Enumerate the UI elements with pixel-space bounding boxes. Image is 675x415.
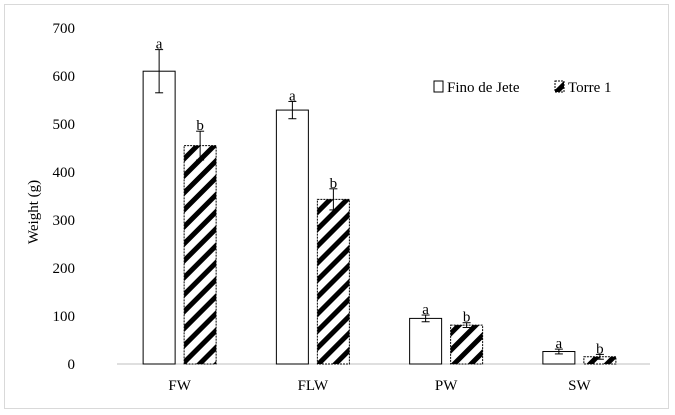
- bar-pw-series-0: [409, 317, 443, 365]
- legend-swatch-fino-de-jete: [433, 80, 444, 93]
- y-tick-label: 0: [68, 357, 76, 373]
- x-tick-label: FLW: [298, 378, 329, 394]
- y-tick-label: 100: [53, 309, 76, 325]
- y-axis-label: Weight (g): [26, 180, 42, 244]
- significance-label: b: [330, 176, 338, 192]
- y-tick-labels: 0 100 200 300 400 500 600 700: [53, 21, 76, 373]
- y-tick-label: 300: [53, 213, 76, 229]
- y-tick-label: 700: [53, 21, 76, 37]
- significance-label: b: [596, 341, 604, 357]
- y-tick-label: 600: [53, 69, 76, 85]
- legend-label-fino-de-jete: Fino de Jete: [447, 80, 520, 96]
- significance-label: a: [289, 88, 296, 104]
- x-tick-label: PW: [435, 378, 458, 394]
- y-tick-label: 200: [53, 261, 76, 277]
- bar-pw-series-1: [450, 324, 484, 365]
- x-tick-label: FW: [168, 378, 191, 394]
- bar-flw-series-0: [275, 109, 309, 365]
- legend-swatch-torre-1: [554, 80, 565, 93]
- significance-label: b: [196, 118, 204, 134]
- bars: a b a b a b a b: [142, 37, 617, 365]
- y-tick-label: 400: [53, 165, 76, 181]
- bar-fw-series-0: [142, 70, 176, 365]
- legend: Fino de Jete Torre 1: [433, 80, 612, 96]
- x-tick-label: SW: [568, 378, 591, 394]
- bar-fw-series-1: [183, 145, 217, 365]
- significance-label: a: [556, 336, 563, 352]
- y-tick-label: 500: [53, 117, 76, 133]
- significance-label: b: [463, 310, 471, 326]
- significance-label: a: [156, 37, 163, 53]
- significance-label: a: [422, 302, 429, 318]
- x-tick-labels: FW FLW PW SW: [168, 378, 591, 394]
- legend-label-torre-1: Torre 1: [568, 80, 612, 96]
- bar-flw-series-1: [316, 198, 350, 365]
